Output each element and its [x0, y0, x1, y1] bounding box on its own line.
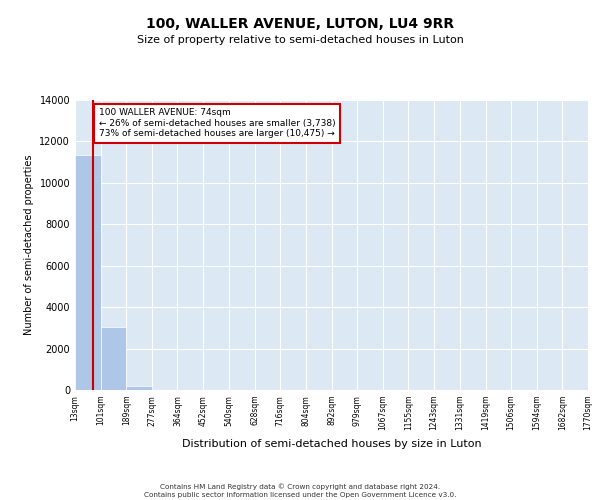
Text: Size of property relative to semi-detached houses in Luton: Size of property relative to semi-detach…: [137, 35, 463, 45]
Text: 100, WALLER AVENUE, LUTON, LU4 9RR: 100, WALLER AVENUE, LUTON, LU4 9RR: [146, 18, 454, 32]
Bar: [75, 155, 101, 390]
X-axis label: Distribution of semi-detached houses by size in Luton: Distribution of semi-detached houses by …: [182, 439, 481, 449]
Text: Contains HM Land Registry data © Crown copyright and database right 2024.
Contai: Contains HM Land Registry data © Crown c…: [144, 484, 456, 498]
Text: 100 WALLER AVENUE: 74sqm
← 26% of semi-detached houses are smaller (3,738)
73% o: 100 WALLER AVENUE: 74sqm ← 26% of semi-d…: [98, 108, 335, 138]
Bar: [127, 386, 152, 390]
Y-axis label: Number of semi-detached properties: Number of semi-detached properties: [24, 155, 34, 336]
Bar: [101, 327, 127, 390]
